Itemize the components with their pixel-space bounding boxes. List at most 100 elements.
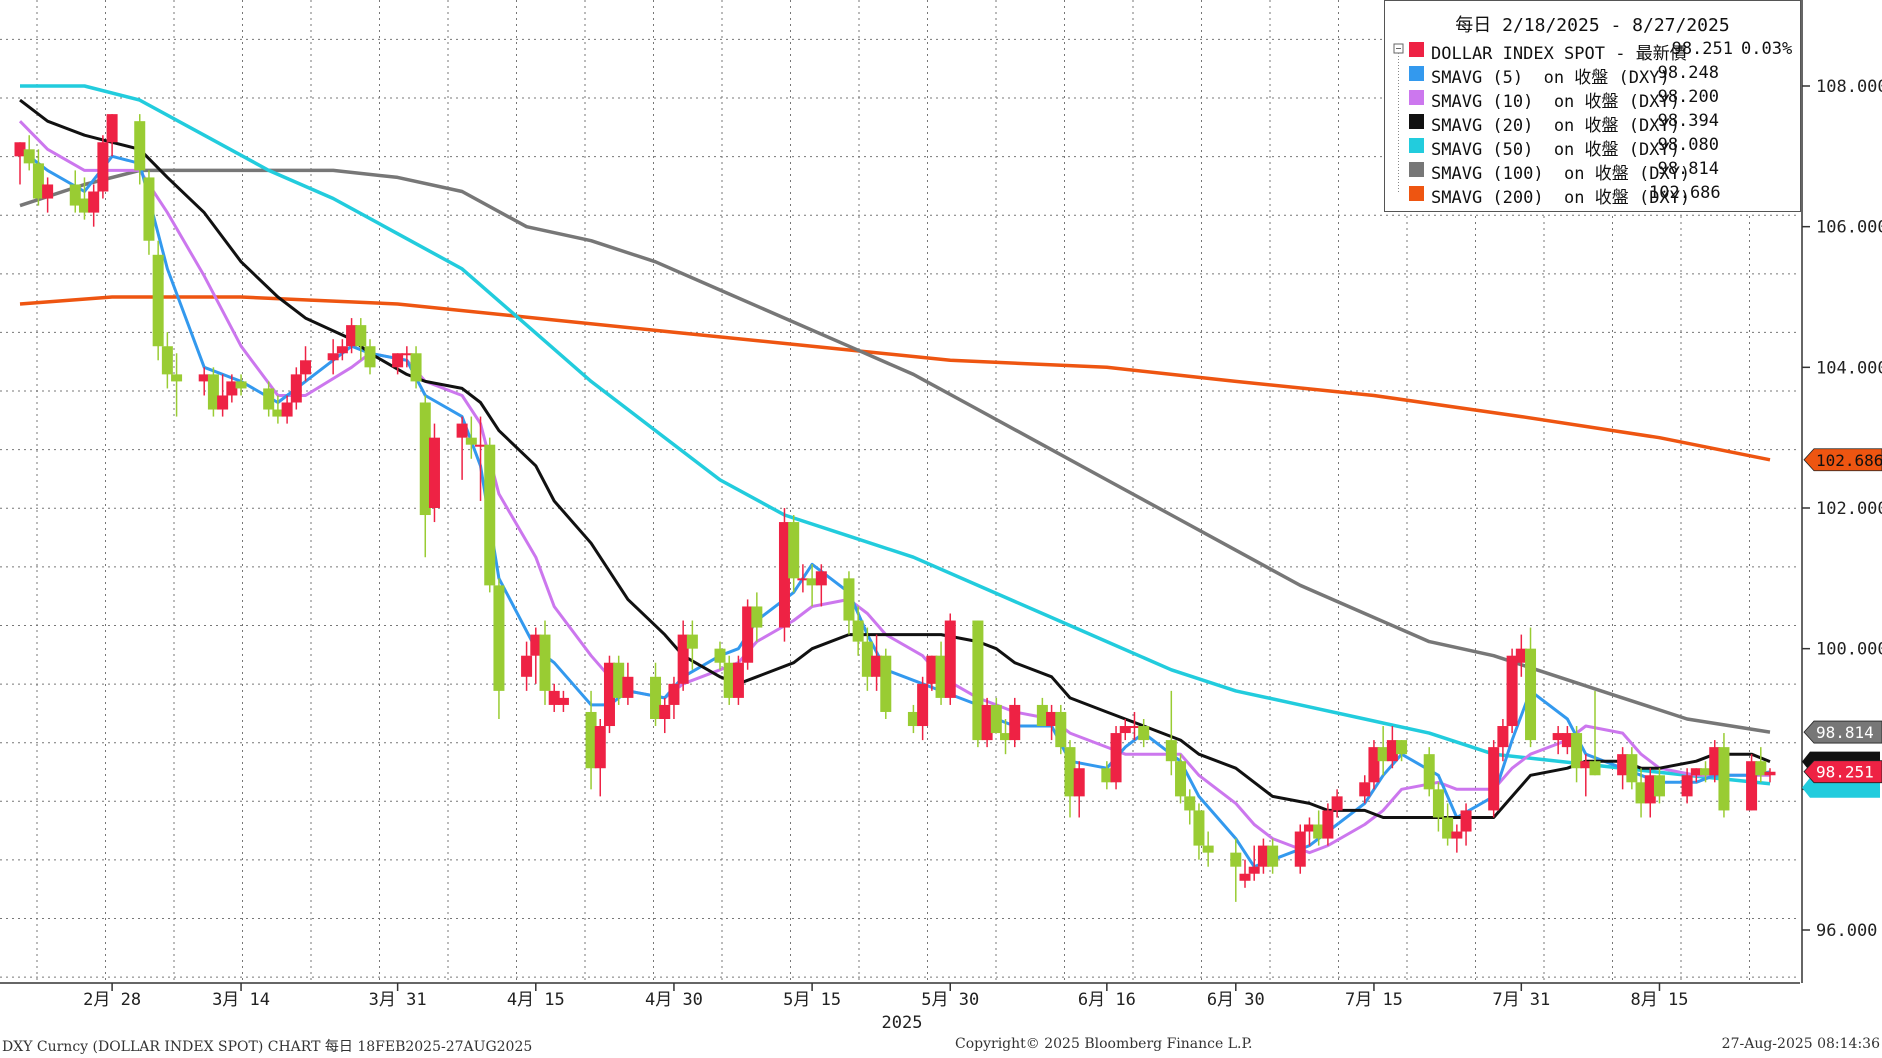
candle-up [336,346,348,354]
legend-label: SMAVG (50) on 收盤 (DXY) [1431,140,1680,160]
candle-up [797,578,809,581]
candle-up [594,726,606,769]
candle-up [659,704,671,719]
candle-down [272,409,284,417]
candle-up [981,704,993,741]
candle-down [484,444,496,586]
legend-swatch [1409,42,1424,57]
x-tick-label: 6月 16 [1078,990,1136,1010]
candle-down [751,606,763,628]
candle-down [355,325,367,347]
candle-down [1653,775,1665,797]
candle-down [410,353,422,382]
candle-up [926,655,938,684]
legend-value: 98.251 [1671,39,1733,59]
candle-up [1709,747,1721,776]
legend-label: SMAVG (10) on 收盤 (DXY) [1431,92,1680,112]
price-tag-label: 102.686 [1816,451,1882,470]
ma-line-100 [19,168,1771,734]
candle-up [1515,648,1527,663]
candle-down [1138,726,1150,741]
candle-up [1690,768,1702,776]
legend-swatch [1409,186,1424,201]
candle-down [419,402,431,516]
candle-up [428,437,440,508]
candle-up [668,683,680,705]
candle-up [1331,796,1343,811]
x-tick-label: 6月 30 [1207,990,1265,1010]
candle-up [290,374,302,403]
y-tick-label: 108.000 [1816,77,1882,97]
candle-down [1165,740,1177,762]
legend-label: DOLLAR INDEX SPOT - 最新價 [1431,44,1687,64]
candle-up [603,662,615,727]
x-tick-label: 5月 30 [921,990,979,1010]
candle-down [152,254,164,347]
candle-up [548,690,560,705]
candle-down [1589,761,1601,776]
candle-down [1202,845,1214,853]
candle-up [1248,866,1260,874]
candle-down [935,655,947,698]
candle-down [1396,740,1408,755]
candle-down [1193,810,1205,846]
candle-down [1525,648,1537,741]
candle-up [1617,754,1629,776]
candle-up [1644,775,1656,804]
candle-up [815,571,827,586]
legend-tree-connector-icon [1393,43,1404,193]
candle-up [1303,824,1315,832]
candle-up [198,374,210,382]
candle-down [723,662,735,698]
candle-up [475,444,487,447]
candle-up [1460,810,1472,832]
candle-down [1313,824,1325,839]
candle-up [392,353,404,368]
candle-down [1432,789,1444,818]
legend-swatch [1409,138,1424,153]
legend-swatch [1409,162,1424,177]
candle-up [1497,726,1509,748]
x-tick-label: 7月 31 [1492,990,1550,1010]
y-tick-label: 104.000 [1816,358,1882,378]
legend-label: SMAVG (20) on 收盤 (DXY) [1431,116,1680,136]
candle-up [1046,711,1058,727]
ma-line-50 [20,84,1771,786]
candle-down [539,634,551,691]
candle-up [732,662,744,698]
candle-down [1064,747,1076,797]
candle-down [465,437,477,445]
candle-down [263,388,275,410]
candle-up [42,184,54,199]
candle-up [1681,775,1693,797]
candle-up [1239,873,1251,881]
candle-down [861,641,873,677]
candle-up [1359,782,1371,797]
candle-up [557,697,569,705]
candle-down [1377,747,1389,762]
candle-up [521,655,533,677]
x-tick-label: 3月 31 [369,990,427,1010]
candle-down [650,676,662,719]
x-tick-label: 4月 30 [645,990,703,1010]
candle-down [1055,711,1067,748]
candle-down [1036,704,1048,727]
legend-value: 98.814 [1657,159,1719,179]
candle-down [852,620,864,642]
candle-down [1000,733,1012,741]
candle-up [1386,740,1398,762]
x-tick-label: 2月 28 [83,990,141,1010]
candle-up [1009,704,1021,741]
candle-up [677,634,689,684]
candle-up [1119,726,1131,734]
candle-up [1506,655,1518,727]
legend-swatch [1409,66,1424,81]
y-tick-label: 100.000 [1816,640,1882,660]
candle-down [972,620,984,741]
candle-up [944,620,956,698]
candle-up [1128,726,1140,729]
candle-up [622,676,634,698]
candle-down [143,177,155,241]
candle-down [686,634,698,649]
x-tick-label: 8月 15 [1630,990,1688,1010]
